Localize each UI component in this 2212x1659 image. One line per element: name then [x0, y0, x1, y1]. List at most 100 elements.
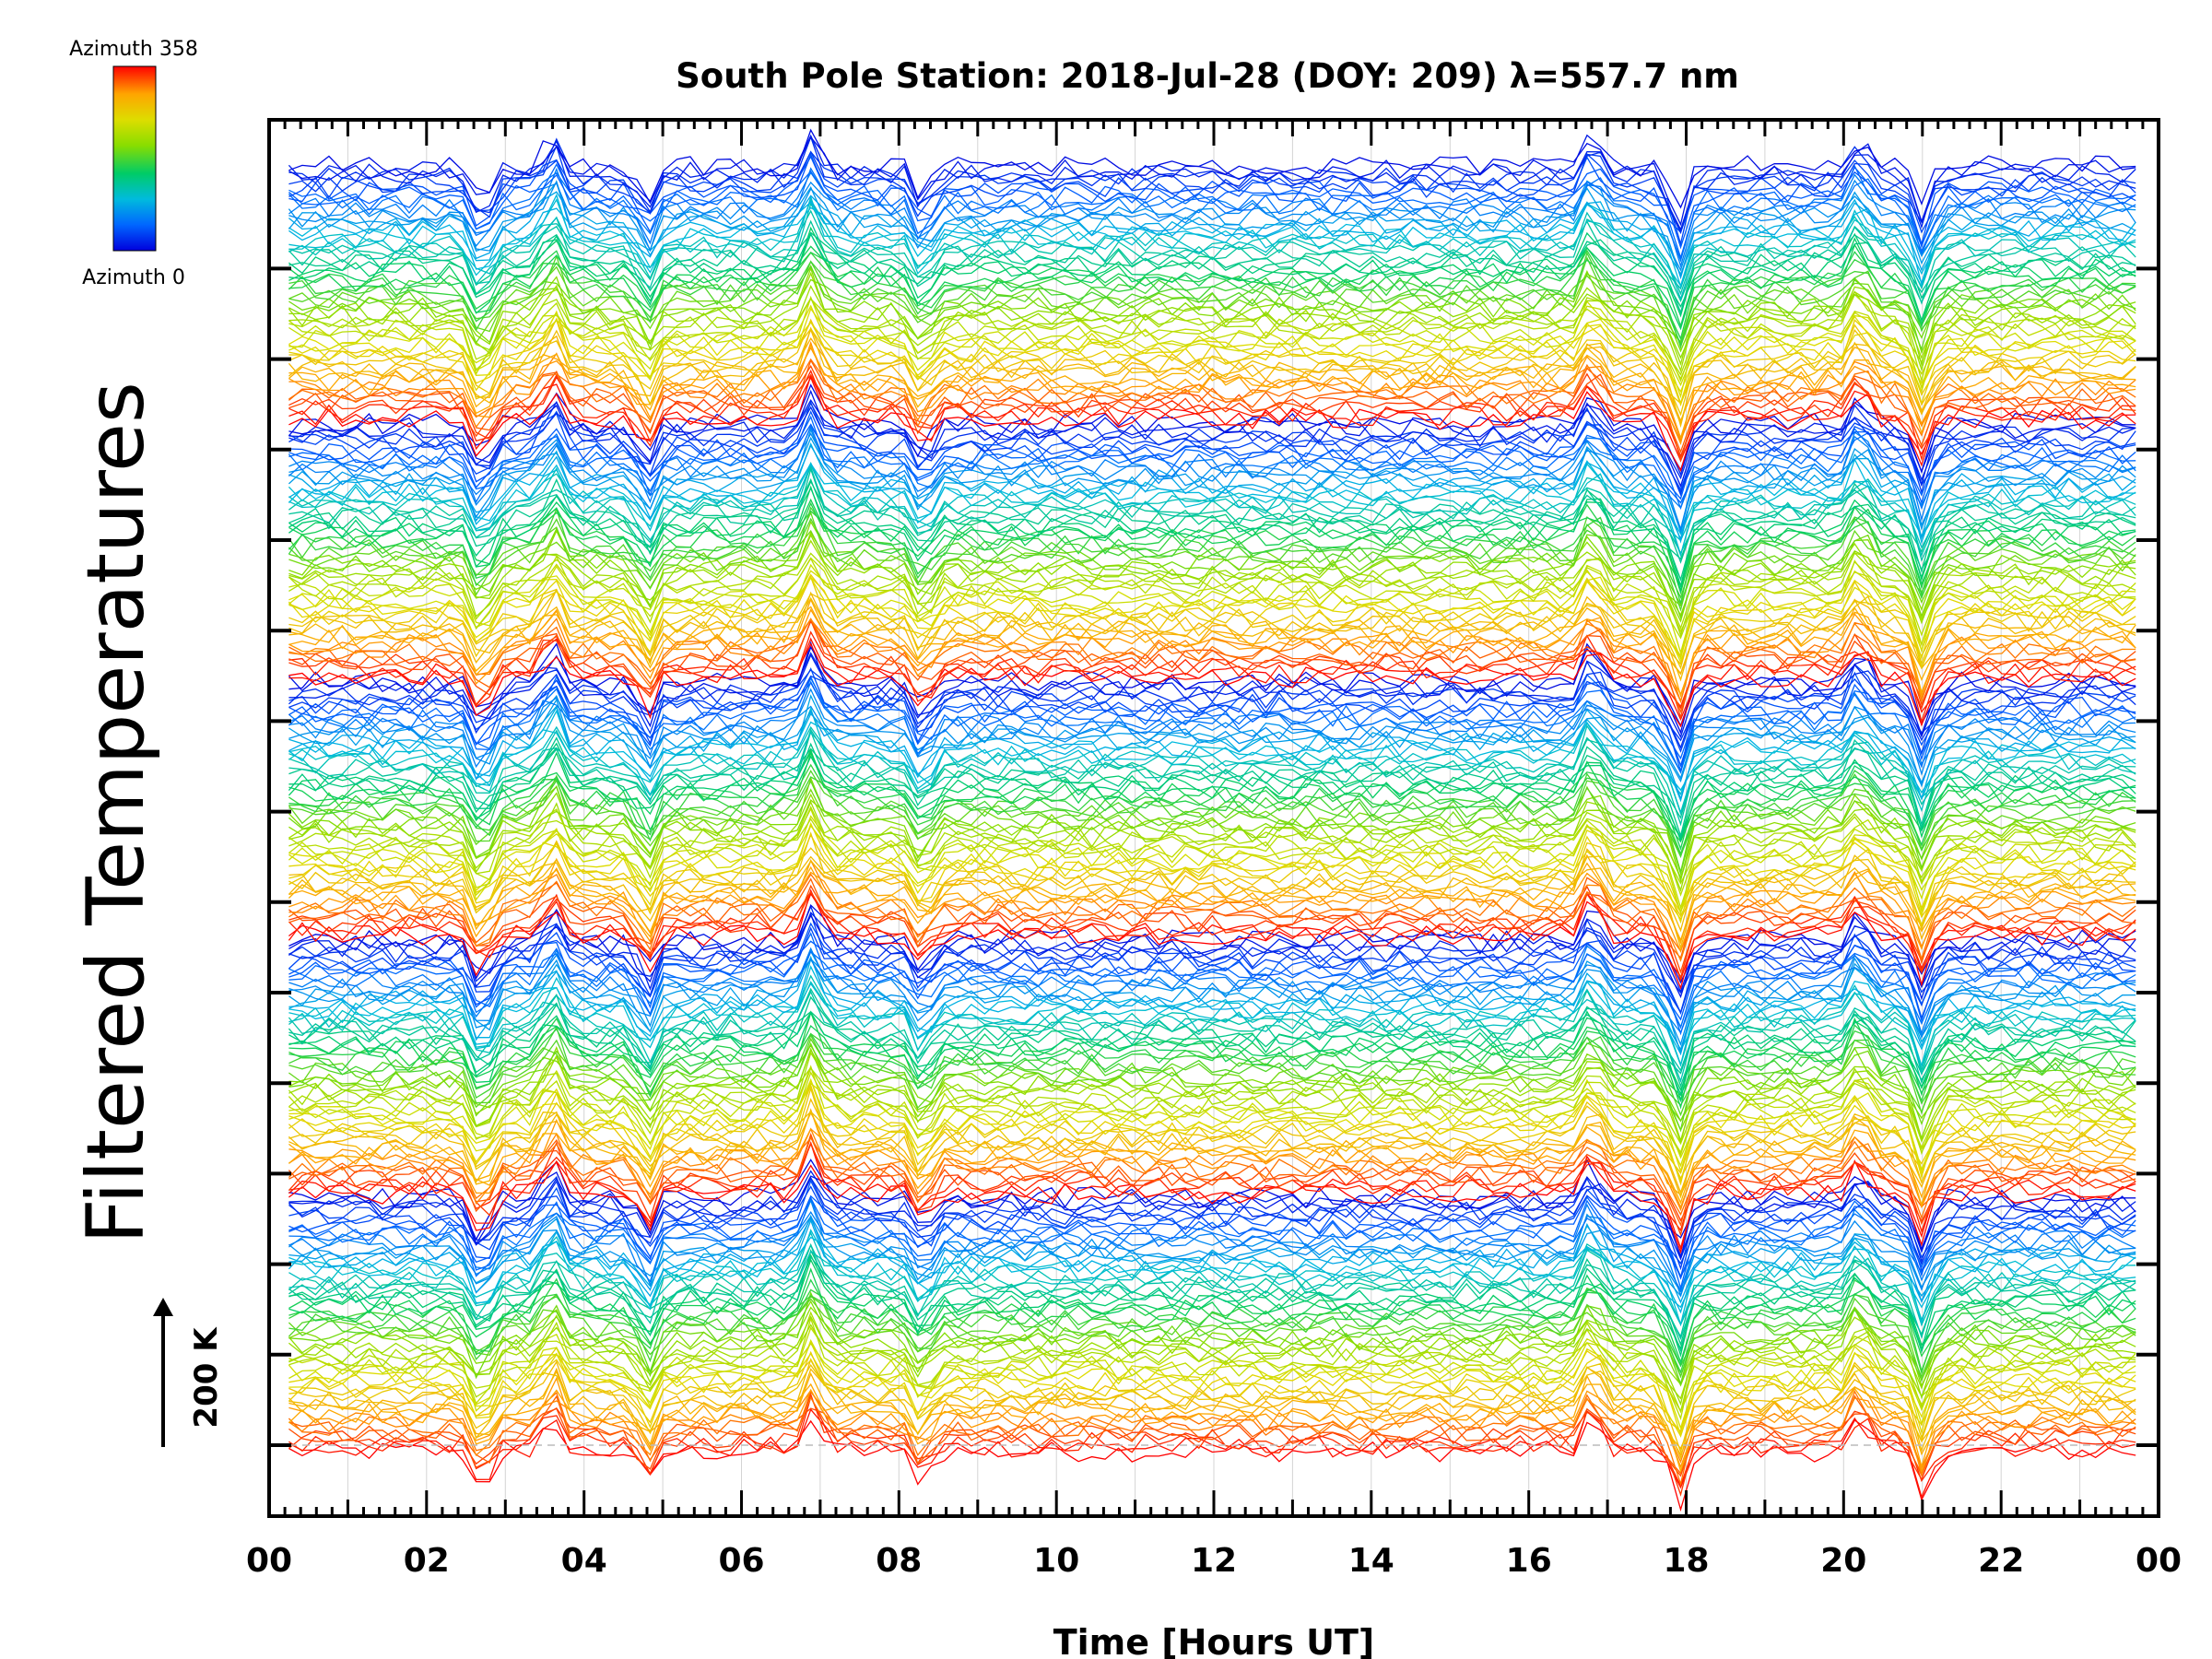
series-line [288, 298, 2136, 381]
series-line [288, 1213, 2136, 1293]
series-line [288, 516, 2136, 612]
series-line [288, 653, 2136, 739]
series-line [288, 1376, 2136, 1473]
series-line [288, 310, 2136, 406]
series-line [288, 1105, 2136, 1184]
series-line [288, 1218, 2136, 1304]
series-line [288, 588, 2136, 682]
series-line [288, 202, 2136, 290]
series-line [288, 1338, 2136, 1430]
series-line [288, 369, 2136, 462]
series-line [288, 904, 2136, 994]
series-line [288, 1288, 2136, 1374]
series-line [288, 1017, 2136, 1110]
series-line [288, 415, 2136, 504]
colorbar [112, 65, 157, 252]
series-line [288, 890, 2136, 982]
series-line [288, 694, 2136, 788]
series-line [288, 485, 2136, 594]
series-line [288, 1051, 2136, 1145]
series-line [288, 987, 2136, 1085]
series-line [288, 608, 2136, 699]
series-line [288, 1045, 2136, 1141]
series-line [288, 884, 2136, 974]
series-line [288, 1258, 2136, 1350]
series-line [288, 957, 2136, 1047]
series-line [288, 1098, 2136, 1199]
series-line [288, 1326, 2136, 1413]
series-line [288, 776, 2136, 883]
series-line [288, 641, 2136, 737]
series-line [288, 508, 2136, 604]
series-line [288, 912, 2136, 1015]
series-line [288, 501, 2136, 595]
x-tick-label: 08 [876, 1542, 922, 1580]
ticks [267, 120, 2160, 1516]
series-line [288, 873, 2136, 961]
series-line [288, 750, 2136, 839]
series-line [288, 1176, 2136, 1264]
series-line [288, 1243, 2136, 1327]
series-line [288, 1132, 2136, 1237]
series-line [288, 981, 2136, 1068]
series-line [288, 949, 2136, 1056]
series-line [288, 573, 2136, 669]
series-line [288, 364, 2136, 463]
series-line [288, 529, 2136, 623]
series-line [288, 1196, 2136, 1290]
series-line [288, 619, 2136, 710]
series-line [288, 198, 2136, 287]
series-line [288, 436, 2136, 532]
series-line [288, 698, 2136, 784]
series-line [288, 1003, 2136, 1097]
series-line [288, 487, 2136, 589]
series-line [288, 673, 2136, 771]
series-line [288, 807, 2136, 910]
series-line [288, 1170, 2136, 1258]
series-group [288, 128, 2136, 1512]
series-line [288, 425, 2136, 522]
series-line [288, 630, 2136, 724]
x-tick-label: 12 [1191, 1542, 1237, 1580]
series-line [288, 867, 2136, 953]
series-line [288, 318, 2136, 417]
x-tick-label: 02 [404, 1542, 450, 1580]
series-line [288, 853, 2136, 945]
series-line [288, 1311, 2136, 1414]
series-line [288, 462, 2136, 557]
x-tick-label: 04 [561, 1542, 607, 1580]
series-line [288, 1243, 2136, 1341]
series-line [288, 1078, 2136, 1175]
series-line [288, 724, 2136, 816]
series-line [288, 729, 2136, 827]
x-axis-label: Time [Hours UT] [1053, 1622, 1375, 1659]
series-line [288, 336, 2136, 423]
series-line [288, 1010, 2136, 1098]
series-line [288, 877, 2136, 965]
series-line [288, 410, 2136, 491]
series-line [288, 1136, 2136, 1220]
series-line [288, 858, 2136, 962]
series-line [288, 243, 2136, 328]
series-line [288, 373, 2136, 473]
series-line [288, 904, 2136, 984]
series-line [288, 1337, 2136, 1413]
series-line [288, 663, 2136, 742]
series-line [288, 618, 2136, 714]
x-tick-label: 14 [1348, 1542, 1394, 1580]
series-line [288, 675, 2136, 760]
series-line [288, 1217, 2136, 1303]
series-line [288, 588, 2136, 665]
series-line [288, 932, 2136, 1036]
series-line [288, 940, 2136, 1021]
series-line [288, 1041, 2136, 1125]
series-line [288, 1171, 2136, 1261]
series-line [288, 480, 2136, 582]
x-tick-label: 00 [2136, 1542, 2182, 1580]
series-line [288, 742, 2136, 841]
series-line [288, 442, 2136, 545]
series-line [288, 358, 2136, 441]
series-line [288, 1159, 2136, 1252]
series-line [288, 226, 2136, 331]
